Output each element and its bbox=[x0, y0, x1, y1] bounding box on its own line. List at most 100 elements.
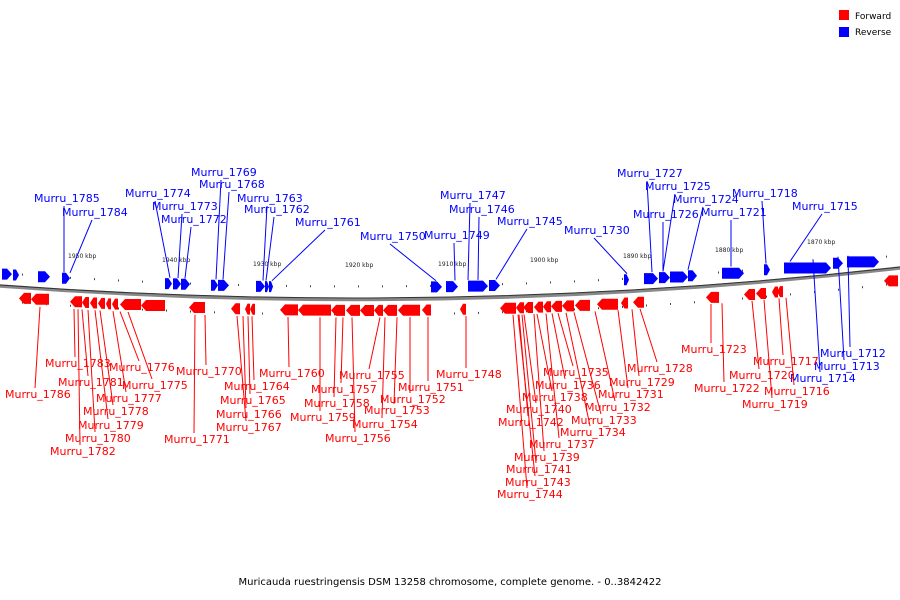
minor-tick bbox=[622, 277, 623, 280]
gene-label: Murru_1734 bbox=[560, 426, 626, 439]
gene-label: Murru_1762 bbox=[244, 203, 310, 216]
forward-gene-arrow bbox=[245, 303, 250, 315]
gene-label: Murru_1771 bbox=[164, 433, 230, 446]
minor-tick bbox=[454, 312, 455, 315]
gene-leader-line bbox=[617, 310, 629, 389]
gene-label: Murru_1781 bbox=[58, 376, 124, 389]
gene-leader-line bbox=[177, 213, 183, 279]
minor-tick bbox=[22, 301, 23, 304]
chromosome-backbone-line bbox=[0, 266, 900, 299]
reverse-gene-arrow bbox=[659, 272, 670, 284]
gene-leader-line bbox=[215, 179, 222, 280]
forward-gene-arrow bbox=[516, 302, 524, 314]
gene-label: Murru_1760 bbox=[259, 367, 325, 380]
gene-leader-line bbox=[265, 216, 275, 281]
reverse-gene-arrow bbox=[173, 278, 181, 290]
minor-tick bbox=[598, 279, 599, 282]
gene-leader-line bbox=[847, 255, 851, 348]
gene-leader-line bbox=[785, 297, 795, 386]
minor-tick bbox=[646, 304, 647, 307]
gene-label: Murru_1758 bbox=[304, 397, 370, 410]
gene-leader-line bbox=[751, 300, 760, 370]
gene-label: Murru_1723 bbox=[681, 343, 747, 356]
reverse-gene-arrow bbox=[2, 268, 12, 280]
gene-leader-line bbox=[763, 299, 773, 399]
gene-leader-line bbox=[631, 309, 640, 377]
gene-leader-line bbox=[389, 243, 437, 282]
minor-tick bbox=[478, 311, 479, 314]
forward-gene-arrow bbox=[884, 275, 898, 287]
forward-gene-arrow bbox=[250, 303, 255, 315]
gene-leader-line bbox=[477, 216, 480, 280]
gene-leader-line bbox=[518, 314, 529, 417]
gene-label: Murru_1746 bbox=[449, 203, 515, 216]
gene-leader-line bbox=[351, 317, 356, 433]
reverse-gene-arrow bbox=[181, 278, 190, 290]
legend: Forward Reverse bbox=[839, 10, 892, 38]
minor-tick bbox=[814, 291, 815, 294]
minor-tick bbox=[166, 309, 167, 312]
minor-tick bbox=[142, 308, 143, 311]
gene-label: Murru_1761 bbox=[295, 216, 361, 229]
forward-gene-arrow bbox=[112, 298, 118, 310]
minor-tick bbox=[310, 285, 311, 288]
gene-leader-line bbox=[193, 314, 196, 434]
minor-tick bbox=[358, 285, 359, 288]
forward-swatch bbox=[839, 10, 849, 20]
minor-tick bbox=[190, 282, 191, 285]
minor-tick bbox=[574, 280, 575, 283]
reverse-gene-arrow bbox=[38, 271, 50, 283]
gene-label: Murru_1737 bbox=[529, 438, 595, 451]
gene-leader-line bbox=[467, 202, 471, 281]
gene-leader-line bbox=[573, 312, 602, 415]
gene-leader-line bbox=[639, 308, 658, 363]
gene-label: Murru_1759 bbox=[290, 411, 356, 424]
scale-tick-1930: 1930 kbp bbox=[253, 261, 281, 268]
minor-tick bbox=[502, 311, 503, 314]
reverse-gene-arrow bbox=[722, 267, 744, 279]
reverse-gene-arrow bbox=[468, 280, 488, 292]
gene-leader-line bbox=[251, 316, 255, 381]
gene-label: Murru_1777 bbox=[96, 392, 162, 405]
gene-leader-line bbox=[687, 206, 704, 270]
reverse-gene-arrow bbox=[431, 281, 442, 293]
forward-gene-arrow bbox=[90, 297, 97, 309]
forward-gene-arrow bbox=[460, 303, 466, 315]
forward-gene-arrow bbox=[534, 301, 543, 313]
forward-gene-arrow bbox=[597, 298, 618, 310]
reverse-gene-arrow bbox=[644, 273, 658, 285]
gene-label: Murru_1713 bbox=[814, 360, 880, 373]
minor-tick bbox=[94, 278, 95, 281]
gene-label: Murru_1785 bbox=[34, 192, 100, 205]
gene-label: Murru_1733 bbox=[571, 414, 637, 427]
gene-leader-line bbox=[789, 213, 823, 262]
gene-label: Murru_1783 bbox=[45, 357, 111, 370]
minor-tick bbox=[70, 276, 71, 279]
gene-leader-line bbox=[393, 317, 398, 405]
forward-gene-arrow bbox=[82, 296, 89, 308]
gene-leader-line bbox=[545, 313, 560, 439]
gene-label: Murru_1769 bbox=[191, 166, 257, 179]
gene-leader-line bbox=[127, 311, 153, 380]
gene-leader-line bbox=[81, 309, 89, 377]
forward-gene-arrow bbox=[360, 304, 374, 316]
gene-label: Murru_1778 bbox=[83, 405, 149, 418]
forward-gene-arrow bbox=[374, 304, 383, 316]
forward-gene-arrow bbox=[562, 300, 574, 312]
gene-label: Murru_1767 bbox=[216, 421, 282, 434]
scale-tick-1870: 1870 kbp bbox=[807, 239, 835, 246]
minor-tick bbox=[742, 297, 743, 300]
gene-label: Murru_1736 bbox=[535, 379, 601, 392]
gene-label: Murru_1721 bbox=[701, 206, 767, 219]
gene-label: Murru_1743 bbox=[505, 476, 571, 489]
forward-gene-arrow bbox=[106, 298, 111, 310]
forward-gene-arrow bbox=[120, 299, 141, 311]
gene-leader-line bbox=[761, 200, 767, 264]
forward-gene-arrow bbox=[280, 304, 298, 316]
gene-label: Murru_1779 bbox=[78, 419, 144, 432]
gene-leader-line bbox=[184, 226, 192, 279]
gene-label: Murru_1784 bbox=[62, 206, 128, 219]
gene-label: Murru_1725 bbox=[645, 180, 711, 193]
minor-tick bbox=[622, 305, 623, 308]
